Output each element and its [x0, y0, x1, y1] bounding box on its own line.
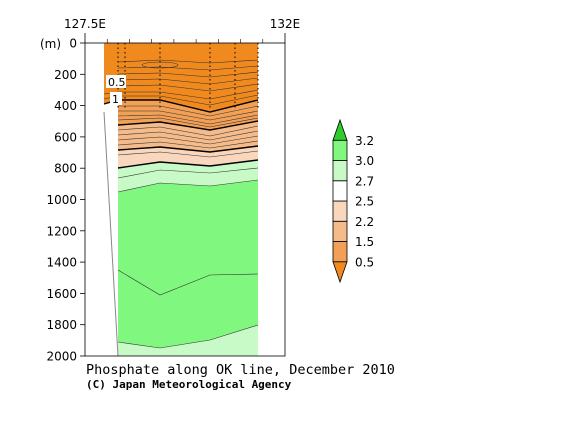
y-tick-label: 200 — [54, 68, 77, 82]
colorbar-label: 2.5 — [355, 195, 374, 209]
band-under-1.0 — [104, 43, 258, 112]
colorbar-bottom-arrow — [332, 261, 348, 284]
x-tick-label: 127.5E — [64, 17, 106, 31]
colorbar-label: 0.5 — [355, 255, 374, 269]
colorbar-label: 2.7 — [355, 174, 374, 188]
colorbar-label: 3.2 — [355, 134, 374, 148]
sea-floor-wedge — [85, 43, 118, 356]
y-tick-label: 1200 — [46, 224, 77, 238]
colorbar-segment — [332, 139, 348, 161]
y-tick-label: 1600 — [46, 287, 77, 301]
colorbar-segment — [332, 241, 348, 263]
band-over-3.0 — [118, 325, 258, 356]
y-tick-label: 1000 — [46, 193, 77, 207]
plot-area: 0.5 1 — [85, 43, 259, 357]
colorbar-segment — [332, 220, 348, 242]
colorbar: 0.5 1.5 2.2 2.5 2.7 3.0 3.2 — [332, 118, 374, 284]
contour-label-0.5: 0.5 — [108, 76, 126, 89]
contour-value-labels: 0.5 1 — [106, 75, 126, 106]
x-axis: 127.5E 132E — [64, 17, 300, 43]
y-tick-label: 1800 — [46, 318, 77, 332]
bottom-boundary-line — [103, 111, 119, 357]
contour-lines — [103, 59, 259, 349]
band-2.7-3.0-upper — [118, 168, 258, 192]
y-tick-label: 800 — [54, 162, 77, 176]
y-tick-label: 2000 — [46, 350, 77, 364]
y-axis: 0 200 400 600 800 1000 1200 1400 1600 1800 2000 — [46, 37, 85, 364]
colorbar-label: 2.2 — [355, 215, 374, 229]
colorbar-segment — [332, 160, 348, 182]
band-2.7-3.0 — [118, 180, 258, 348]
colorbar-top-arrow — [332, 118, 348, 141]
y-tick-label: 400 — [54, 99, 77, 113]
y-tick-label: 1400 — [46, 256, 77, 270]
colorbar-segment — [332, 180, 348, 202]
y-axis-unit-label: (m) — [40, 37, 61, 51]
chart-title: Phosphate along OK line, December 2010 — [86, 362, 395, 378]
chart-credit: (C) Japan Meteorological Agency — [86, 378, 292, 391]
colorbar-segment — [332, 200, 348, 222]
y-tick-label: 0 — [69, 37, 77, 51]
x-tick-label: 132E — [270, 17, 301, 31]
contour-label-1: 1 — [112, 93, 119, 106]
y-tick-label: 600 — [54, 130, 77, 144]
colorbar-label: 1.5 — [355, 235, 374, 249]
colorbar-label: 3.0 — [355, 154, 374, 168]
